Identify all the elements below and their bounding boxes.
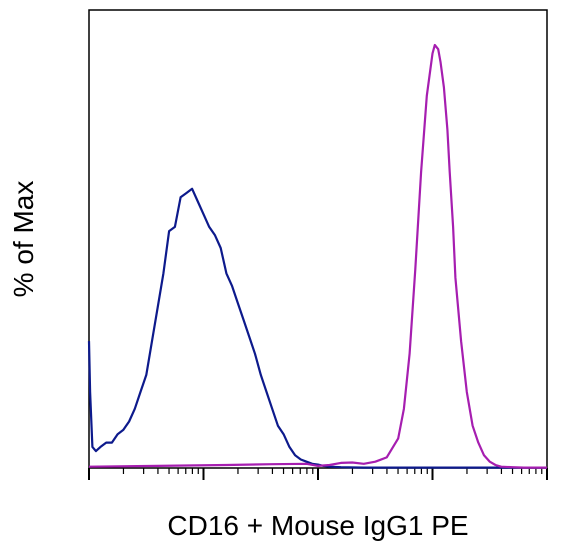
series-layer: [87, 43, 547, 469]
histogram-series-blue: [87, 187, 547, 469]
x-axis-ticks: [88, 468, 548, 480]
y-axis-label: % of Max: [8, 181, 39, 298]
histogram-series-magenta: [88, 43, 547, 469]
plot-frame: [88, 9, 548, 469]
x-axis-label: CD16 + Mouse IgG1 PE: [167, 510, 468, 541]
